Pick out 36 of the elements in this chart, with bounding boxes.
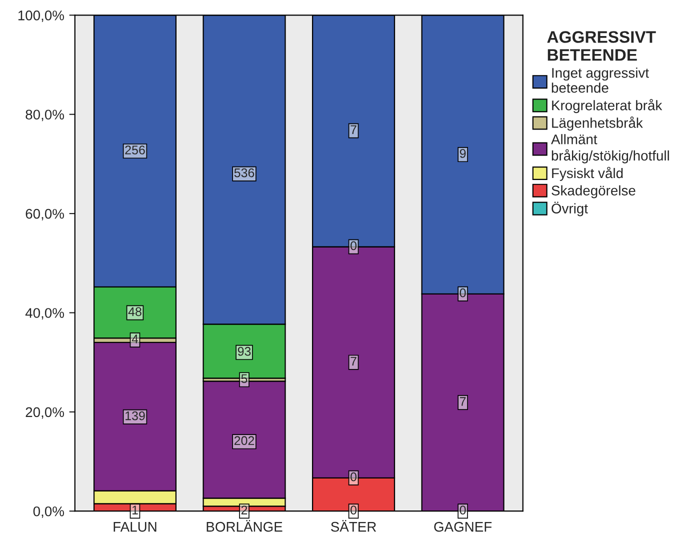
y-tick-label: 20,0% [26, 407, 64, 419]
y-tick-label: 60,0% [26, 208, 64, 220]
annotation: 536 [234, 168, 254, 178]
annotation: 139 [126, 411, 145, 420]
legend-title: AGGRESSIVT BETEENDE [547, 31, 656, 61]
annotation: 4 [132, 334, 138, 344]
annotation: 0 [350, 506, 357, 514]
legend-label: Inget aggressivt beteende [552, 68, 649, 93]
annotation: 7 [350, 125, 356, 134]
annotation: 0 [460, 288, 466, 298]
legend-label: Skadegörelse [552, 185, 636, 198]
annotation: 7 [460, 397, 466, 406]
annotation: 2 [241, 506, 248, 514]
x-tick-label: FALUN [114, 522, 156, 532]
legend-label: Lägenhetsbråk [552, 116, 643, 131]
annotation: 202 [234, 436, 254, 446]
annotation: 9 [460, 149, 466, 158]
legend-label: Krogrelaterat bråk [552, 98, 662, 114]
annotation: 0 [350, 472, 357, 482]
annotation: 5 [241, 374, 248, 384]
annotation: 0 [350, 241, 357, 250]
x-tick-label: GAGNEF [434, 522, 492, 532]
x-tick-label: BORLÄNGE [206, 520, 282, 532]
y-tick-label: 0,0% [33, 506, 64, 518]
x-tick-label: SÄTER [331, 520, 376, 532]
annotation: 256 [125, 146, 145, 154]
y-tick-label: 100,0% [18, 10, 64, 22]
annotation: 1 [132, 506, 138, 514]
annotation: 48 [128, 307, 142, 316]
legend-label: Fysiskt våld [552, 166, 623, 181]
y-tick-label: 80,0% [26, 110, 64, 122]
y-tick-label: 40,0% [25, 308, 64, 320]
legend-label: Övrigt [552, 202, 588, 216]
annotation: 93 [238, 346, 251, 356]
annotation: 7 [350, 356, 356, 366]
legend-label: Allmänt bråkig/stökig/hotfull [551, 134, 669, 164]
